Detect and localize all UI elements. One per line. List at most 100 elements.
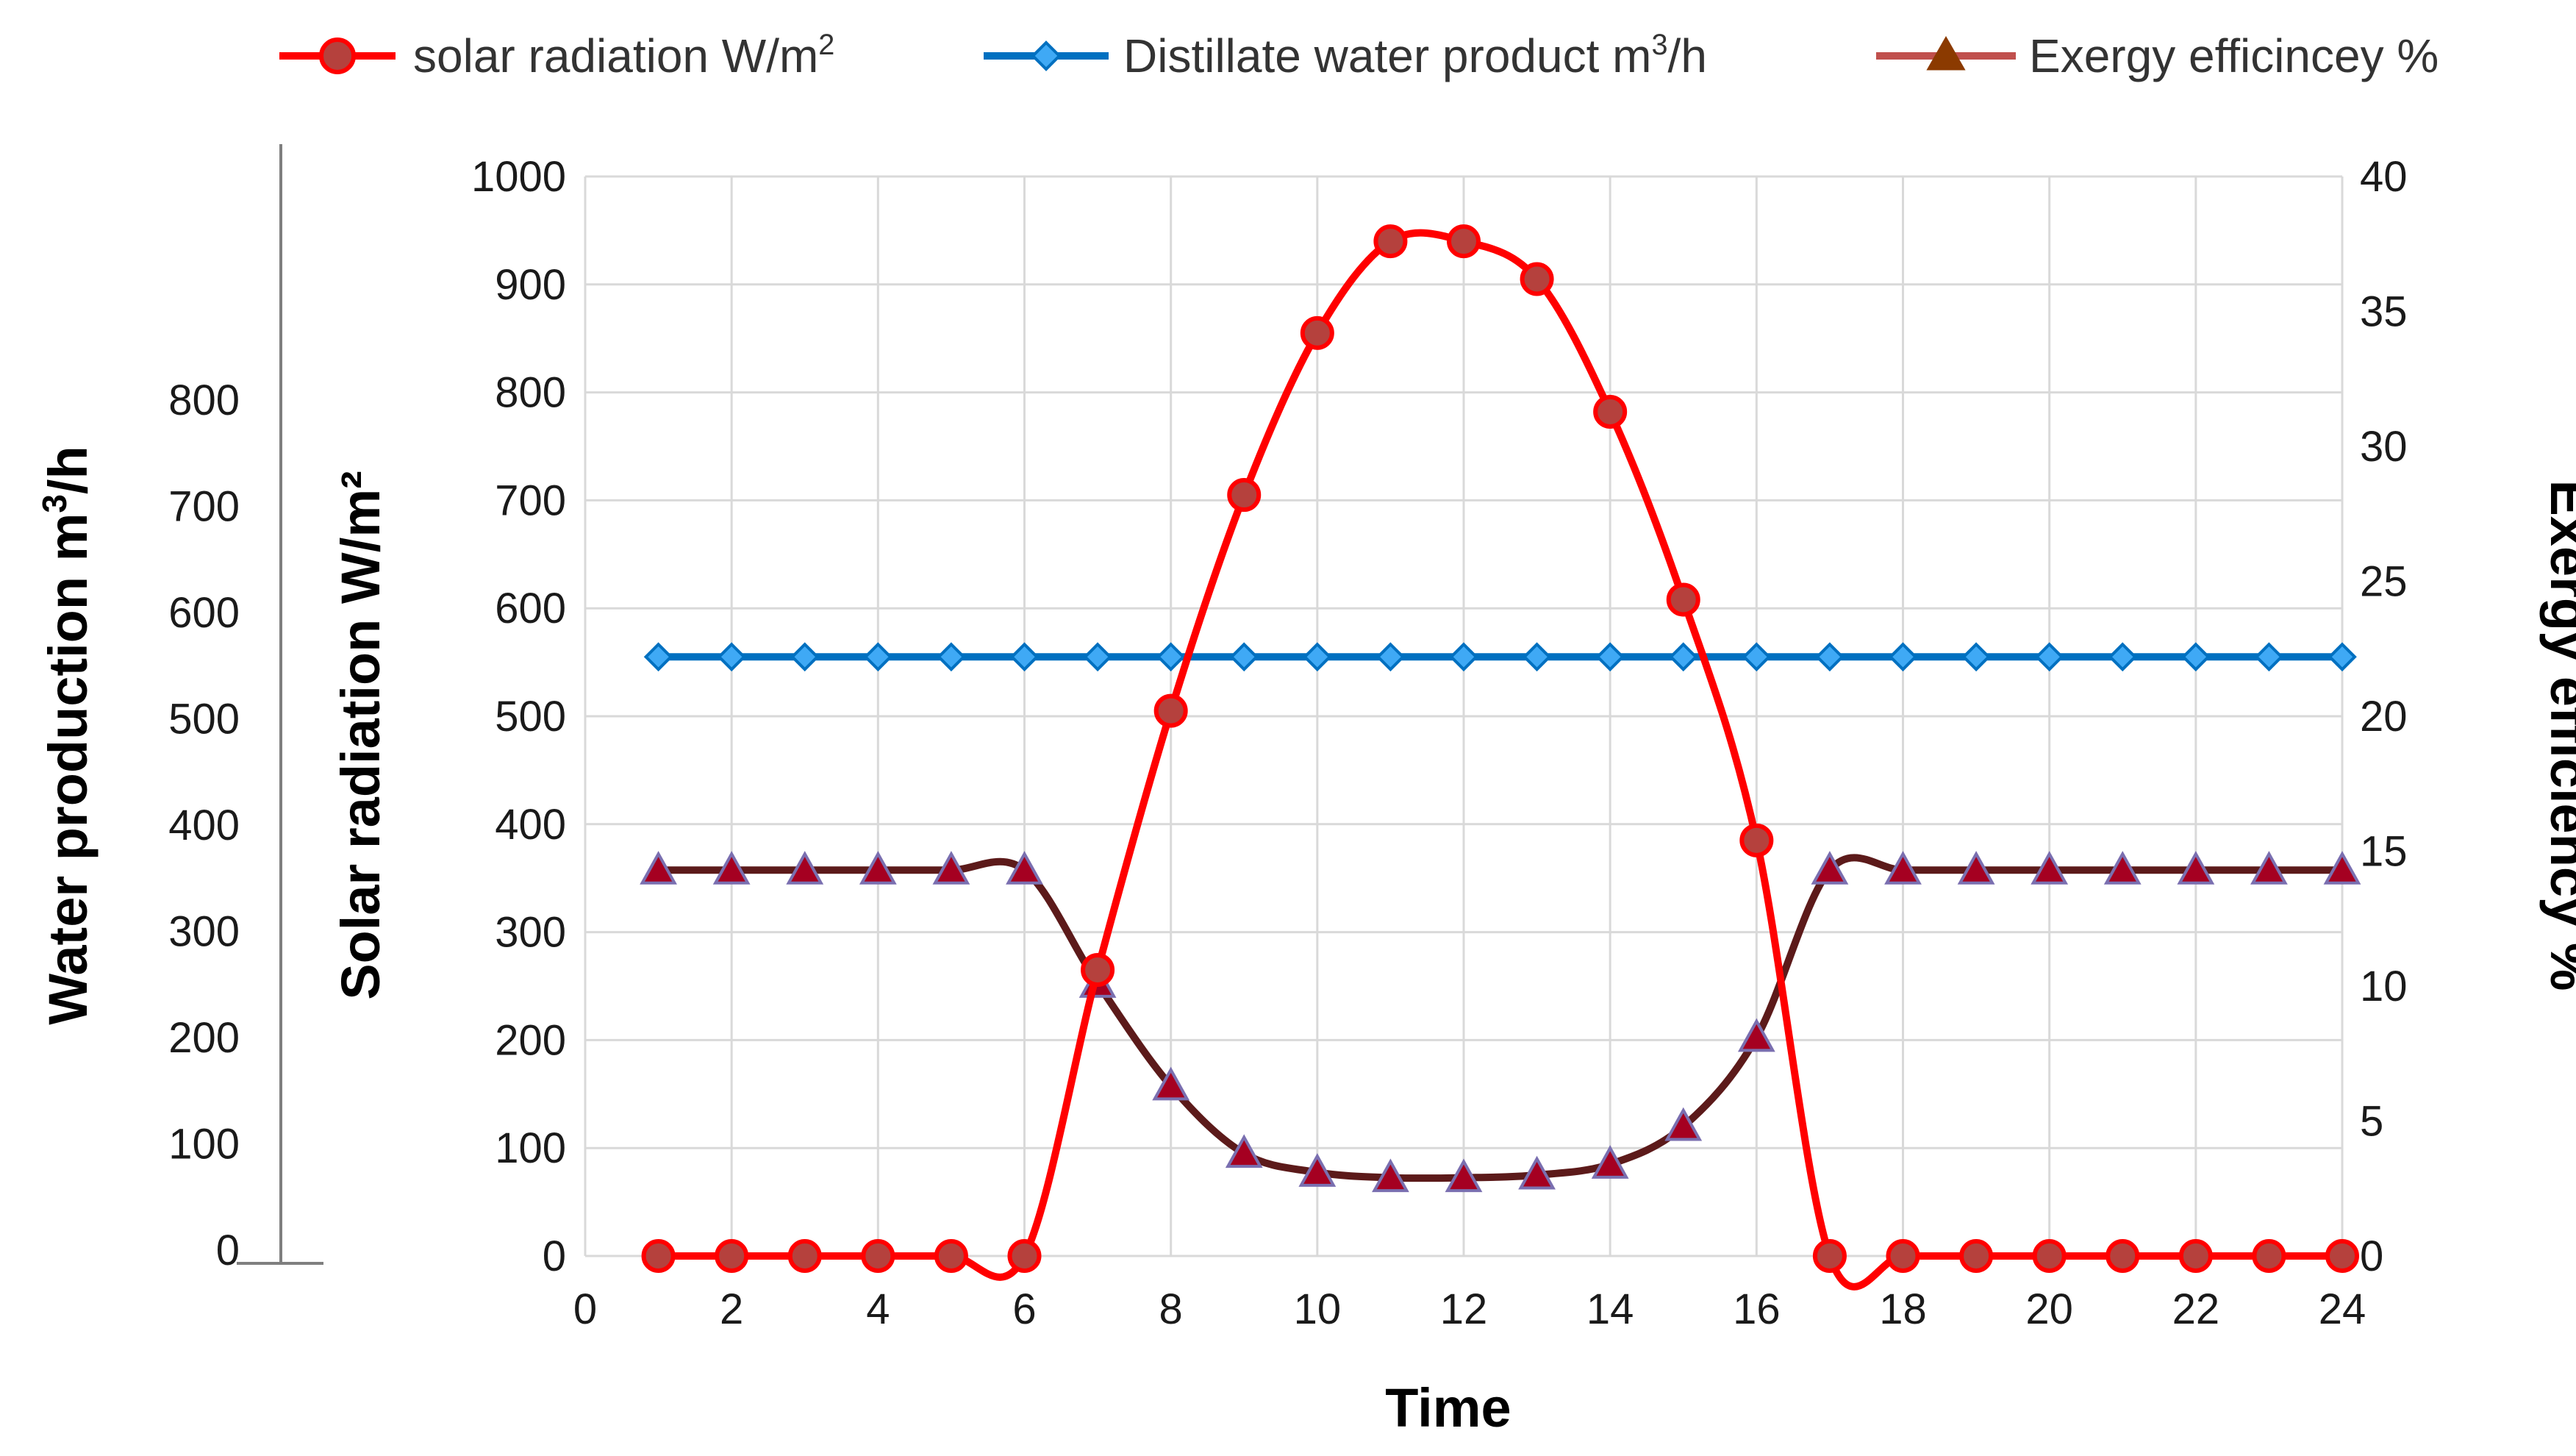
data-point-exergy-efficiency [1957,851,1995,885]
data-point-exergy-efficiency [1737,1018,1775,1052]
data-point-solar-radiation [1520,262,1554,296]
outer-y-axis-title: Water production m3/h [35,446,99,1024]
data-point-solar-radiation [2032,1239,2067,1273]
data-point-solar-radiation [1447,224,1481,259]
left-tick-label: 600 [495,585,566,632]
data-point-exergy-efficiency [1518,1155,1556,1190]
data-point-solar-radiation [715,1239,749,1273]
outer-tick-label: 100 [168,1121,240,1168]
data-point-distillate-water [1595,642,1625,672]
data-point-exergy-efficiency [1445,1158,1483,1193]
data-point-solar-radiation [1812,1239,1847,1273]
data-point-distillate-water [937,642,966,672]
data-point-distillate-water [1009,642,1040,672]
data-point-solar-radiation [1081,952,1115,987]
x-tick-label: 20 [2025,1285,2073,1333]
data-point-solar-radiation [1373,224,1408,259]
data-point-distillate-water [2254,642,2284,672]
outer-tick-label: 500 [168,696,240,743]
data-point-exergy-efficiency [712,851,751,885]
data-point-distillate-water [717,642,746,672]
left-tick-label: 0 [543,1232,566,1280]
data-point-solar-radiation [1153,693,1188,728]
series-circle [641,224,2359,1291]
left-tick-label: 1000 [471,153,566,201]
data-point-distillate-water [2108,642,2138,672]
data-point-exergy-efficiency [2323,851,2361,885]
legend-label-exergy-efficiency: Exergy efficincey % [2029,29,2439,82]
outer-tick-label: 300 [168,908,240,956]
legend: solar radiation W/m2 Distillate water pr… [279,29,2439,82]
outer-y-axis: 0 100 200 300 400 500 600 700 800 [168,144,323,1274]
data-point-solar-radiation [2252,1239,2286,1273]
legend-marker-solar-radiation [319,38,356,74]
right-tick-label: 5 [2360,1098,2383,1146]
data-point-solar-radiation [1959,1239,1994,1273]
data-point-exergy-efficiency [1298,1153,1337,1187]
data-point-exergy-efficiency [1225,1134,1263,1168]
data-point-exergy-efficiency [1152,1066,1190,1101]
left-tick-label: 700 [495,477,566,524]
data-point-exergy-efficiency [1811,851,1849,885]
data-point-distillate-water [863,642,893,672]
legend-label-solar-radiation: solar radiation W/m2 [413,29,834,82]
x-tick-label: 0 [573,1285,597,1333]
data-point-distillate-water [1668,642,1698,672]
x-tick-label: 4 [866,1285,890,1333]
grid [584,175,2344,1257]
data-point-solar-radiation [2178,1239,2213,1273]
legend-item-solar-radiation: solar radiation W/m2 [279,29,834,82]
data-point-exergy-efficiency [1591,1145,1629,1179]
data-point-solar-radiation [2325,1239,2359,1273]
data-point-exergy-efficiency [640,851,677,885]
data-point-solar-radiation [1886,1239,1920,1273]
legend-item-exergy-efficiency: Exergy efficincey % [1876,29,2439,82]
data-point-solar-radiation [861,1239,895,1273]
x-axis-title: Time [1385,1377,1511,1438]
data-point-solar-radiation [787,1239,822,1273]
data-point-exergy-efficiency [786,851,824,885]
data-point-distillate-water [1961,642,1991,672]
data-point-distillate-water [1815,642,1845,672]
data-point-distillate-water [2181,642,2211,672]
data-point-solar-radiation [1739,823,1774,857]
outer-tick-label: 800 [168,377,240,424]
right-tick-label: 0 [2360,1232,2383,1280]
left-tick-label: 500 [495,693,566,741]
right-tick-label: 25 [2360,558,2408,606]
right-tick-label: 30 [2360,423,2408,471]
legend-label-distillate-water: Distillate water product m3/h [1123,29,1707,82]
outer-tick-label: 700 [168,483,240,531]
data-point-distillate-water [1522,642,1552,672]
data-point-solar-radiation [934,1239,968,1273]
data-point-distillate-water [643,642,673,672]
x-tick-label: 2 [720,1285,743,1333]
data-point-distillate-water [2034,642,2064,672]
x-tick-label: 14 [1586,1285,1634,1333]
left-tick-label: 900 [495,261,566,309]
legend-marker-exergy-efficiency [1926,35,1966,71]
data-point-exergy-efficiency [1664,1107,1703,1141]
data-point-exergy-efficiency [859,851,897,885]
left-tick-label: 300 [495,909,566,957]
outer-tick-label: 200 [168,1014,240,1062]
data-point-distillate-water [2328,642,2357,672]
left-tick-label: 400 [495,801,566,849]
data-point-distillate-water [1303,642,1332,672]
left-tick-label: 100 [495,1124,566,1172]
data-point-exergy-efficiency [1884,851,1922,885]
data-point-exergy-efficiency [2103,851,2142,885]
data-point-solar-radiation [1593,395,1628,429]
right-y-axis: 0 5 10 15 20 25 30 35 40 [2360,153,2408,1280]
x-tick-label: 8 [1159,1285,1183,1333]
data-point-solar-radiation [1666,582,1700,617]
x-tick-label: 18 [1879,1285,1927,1333]
data-point-solar-radiation [1227,478,1262,513]
outer-tick-label: 400 [168,802,240,849]
data-point-solar-radiation [2105,1239,2140,1273]
legend-marker-distillate-water [1031,40,1062,71]
x-axis: 0 2 4 6 8 10 12 14 16 18 20 22 24 [573,1285,2366,1333]
data-point-solar-radiation [1007,1239,1042,1273]
data-point-exergy-efficiency [932,851,970,885]
